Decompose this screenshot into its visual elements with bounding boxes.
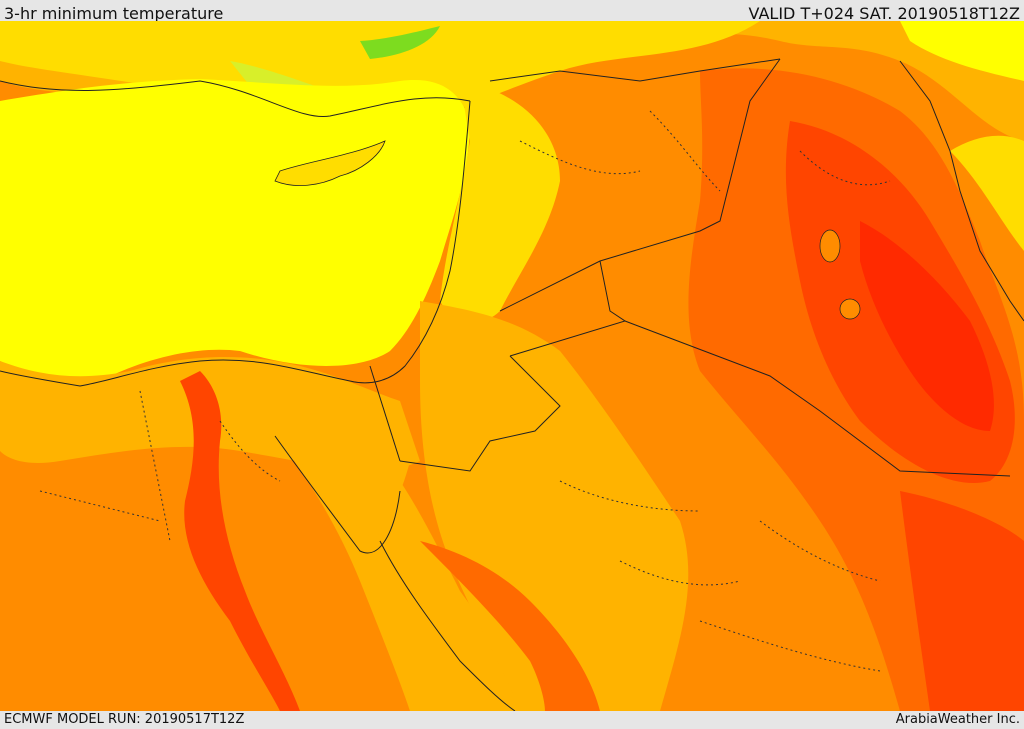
temp-zone-cool-3 [900, 21, 1024, 81]
border-egypt-israel [369, 365, 401, 462]
temperature-map [0, 21, 1024, 711]
cyprus [274, 140, 386, 186]
coastline-levant [349, 100, 471, 384]
temp-zone-hejaz [420, 541, 600, 711]
border-jordan-iraq [509, 260, 627, 357]
border-jordan-saudi [399, 355, 561, 472]
nile-valley [180, 371, 300, 711]
coastline-red-sea [379, 540, 516, 711]
lake-tharthar [819, 229, 841, 263]
coastline-turkey [0, 80, 471, 118]
credit-label: ArabiaWeather Inc. [895, 712, 1020, 727]
valid-time-label: VALID T+024 SAT. 20190518T12Z [748, 4, 1020, 23]
temp-zone-iraq-extreme [860, 221, 994, 431]
mediterranean-sea [0, 79, 470, 384]
temp-zone-gulf-hot [900, 491, 1024, 711]
temp-zone-zagros [950, 135, 1024, 251]
border-iraq-saudi [624, 320, 1011, 477]
model-run-label: ECMWF MODEL RUN: 20190517T12Z [4, 712, 245, 727]
border-iraq-iran [899, 60, 1024, 322]
temp-zone-north-mild [0, 21, 760, 124]
lake-habbaniyah [839, 298, 861, 320]
temp-zone-levant [440, 81, 560, 322]
border-turkey-syria [489, 58, 781, 82]
coastline-gulf-suez [274, 435, 401, 554]
admin-boundaries [39, 110, 891, 672]
coastline-egypt [0, 359, 351, 387]
temp-zone-cool-2 [360, 26, 440, 59]
sinai [290, 391, 410, 541]
map-title: 3-hr minimum temperature [4, 4, 224, 23]
